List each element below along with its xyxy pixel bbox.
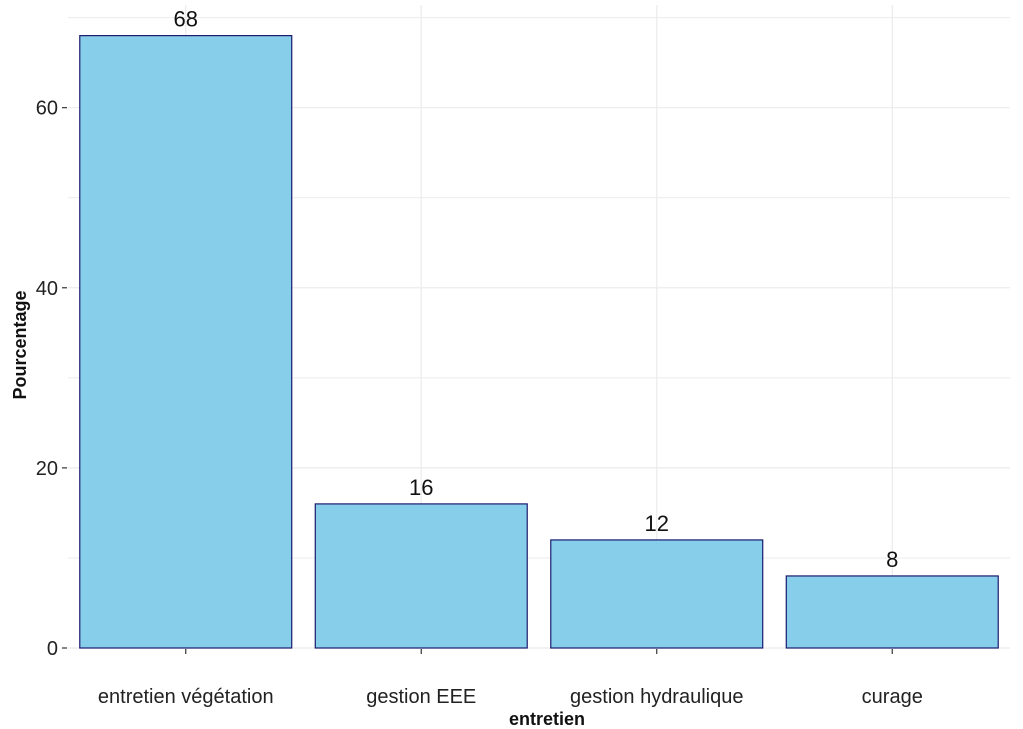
x-axis: entretien végétation gestion EEE gestion h… [98,649,923,708]
y-tick-label: 20 [36,458,58,480]
x-tick-label: gestion hydraulique [570,686,743,708]
bar [314,503,528,649]
x-tick-label: entretien végétation [98,686,274,708]
y-tick-label: 60 [36,98,58,120]
y-axis: 0 20 40 60 [36,98,67,660]
bars-group [79,35,999,649]
y-tick-label: 0 [47,638,58,660]
y-tick-label: 40 [36,278,58,300]
data-label: 12 [645,511,669,536]
x-tick-label: gestion EEE [366,686,476,708]
bar [785,575,999,649]
bar [79,35,293,649]
data-label: 16 [409,475,433,500]
data-labels-group: 68 16 12 8 [174,7,899,572]
data-label: 68 [174,7,198,32]
x-axis-title: entretien [509,709,585,729]
data-label: 8 [886,547,898,572]
y-axis-title: Pourcentage [10,290,30,399]
bar [550,539,764,649]
x-tick-label: curage [862,686,923,708]
